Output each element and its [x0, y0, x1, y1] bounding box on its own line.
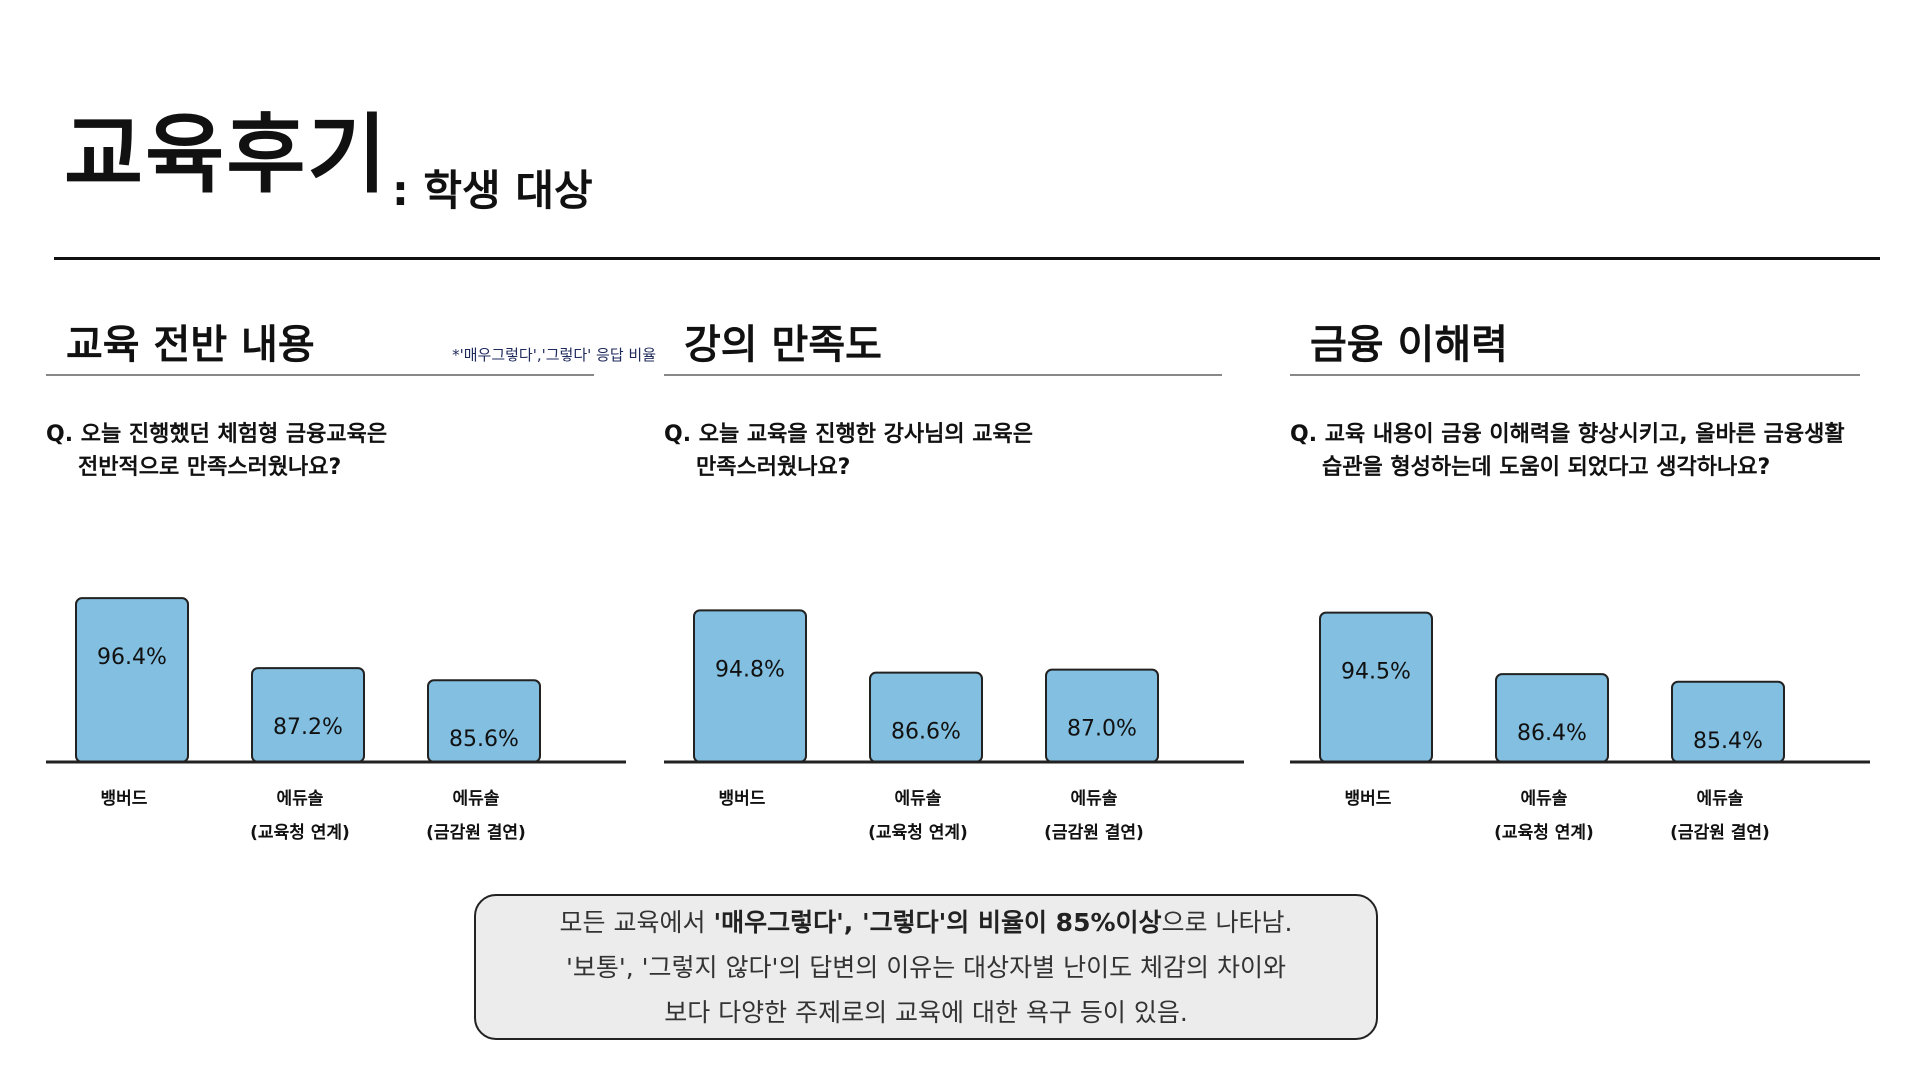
summary-line-3: 보다 다양한 주제로의 교육에 대한 욕구 등이 있음.	[664, 997, 1188, 1027]
summary-box: 모든 교육에서 '매우그렇다', '그렇다'의 비율이 85%이상으로 나타남.…	[474, 894, 1378, 1040]
category-label-2-0: 에듀솔	[1071, 789, 1118, 809]
summary-line-2: '보통', '그렇지 않다'의 답변의 이유는 대상자별 난이도 체감의 차이와	[565, 952, 1286, 982]
category-label-1-1: (교육청 연계)	[868, 822, 968, 843]
category-label-1-0: 에듀솔	[277, 789, 324, 809]
bar-1	[869, 671, 983, 763]
summary-line-1-suffix: 으로 나타남.	[1161, 907, 1293, 937]
bar-chart-literacy: 94.5% 뱅버드 86.4% 에듀솔 (교육청 연계) 85.4% 에듀솔 (금감원 결연)	[1290, 611, 1870, 843]
question-line-1: Q. 오늘 진행했던 체험형 금융교육은	[46, 422, 388, 447]
question-line-1: Q. 교육 내용이 금융 이해력을 향상시키고, 올바른 금융생활	[1290, 422, 1845, 447]
panel-lecture-satisfaction: 강의 만족도 Q. 오늘 교육을 진행한 강사님의 교육은 만족스러웠나요? 9…	[664, 300, 1284, 860]
category-label-0-0: 뱅버드	[101, 789, 148, 809]
summary-line-1-prefix: 모든 교육에서	[559, 907, 714, 937]
question-line-2: 전반적으로 만족스러웠나요?	[78, 455, 342, 480]
bar-0	[1319, 611, 1433, 763]
bar-value-label-0: 94.5%	[1341, 660, 1411, 685]
question-line-1: Q. 오늘 교육을 진행한 강사님의 교육은	[664, 422, 1033, 447]
category-label-2-1: (금감원 결연)	[426, 823, 526, 843]
panel-note: *'매우그렇다','그렇다' 응답 비율	[452, 346, 656, 364]
category-label-0-0: 뱅버드	[719, 789, 766, 809]
bar-value-label-2: 85.4%	[1693, 729, 1763, 754]
bar-value-label-1: 86.6%	[891, 720, 961, 745]
bar-chart-lecture: 94.8% 뱅버드 86.6% 에듀솔 (교육청 연계) 87.0% 에듀솔 (금감원 결연)	[664, 609, 1244, 843]
bar-0	[75, 597, 189, 763]
question-line-2: 습관을 형성하는데 도움이 되었다고 생각하나요?	[1322, 455, 1771, 480]
category-label-2-1: (금감원 결연)	[1044, 823, 1144, 843]
bar-1	[1495, 673, 1609, 763]
category-label-1-1: (교육청 연계)	[250, 822, 350, 843]
panel-title: 금융 이해력	[1310, 322, 1508, 368]
panel-divider	[664, 374, 1222, 376]
panel-question: Q. 교육 내용이 금융 이해력을 향상시키고, 올바른 금융생활 습관을 형성…	[1290, 418, 1845, 484]
panel-title: 강의 만족도	[684, 322, 882, 368]
bar-value-label-2: 87.0%	[1067, 717, 1137, 742]
bar-value-label-1: 86.4%	[1517, 721, 1587, 746]
summary-line-1: 모든 교육에서 '매우그렇다', '그렇다'의 비율이 85%이상으로 나타남.	[560, 900, 1293, 945]
question-line-2: 만족스러웠나요?	[696, 455, 851, 480]
bar-value-label-1: 87.2%	[273, 715, 343, 740]
summary-line-1-highlight: '매우그렇다', '그렇다'의 비율이 85%이상	[713, 907, 1162, 937]
page-title: 교육후기	[64, 105, 389, 205]
bar-value-label-0: 96.4%	[97, 645, 167, 670]
panel-question: Q. 오늘 교육을 진행한 강사님의 교육은 만족스러웠나요?	[664, 418, 1033, 484]
category-label-2-0: 에듀솔	[1697, 789, 1744, 809]
category-label-2-0: 에듀솔	[453, 789, 500, 809]
bar-value-label-2: 85.6%	[449, 727, 519, 752]
category-label-1-0: 에듀솔	[1521, 789, 1568, 809]
bar-chart-overall: 96.4% 뱅버드 87.2% 에듀솔 (교육청 연계) 85.6% 에듀솔 (금감원 결연)	[46, 597, 626, 843]
panel-overall-content: 교육 전반 내용 *'매우그렇다','그렇다' 응답 비율 Q. 오늘 진행했던…	[46, 300, 666, 860]
panel-divider	[1290, 374, 1860, 376]
panel-title: 교육 전반 내용	[66, 322, 315, 368]
category-label-2-1: (금감원 결연)	[1670, 823, 1770, 843]
category-label-1-0: 에듀솔	[895, 789, 942, 809]
header-divider	[54, 257, 1880, 260]
category-label-1-1: (교육청 연계)	[1494, 822, 1594, 843]
panel-question: Q. 오늘 진행했던 체험형 금융교육은 전반적으로 만족스러웠나요?	[46, 418, 387, 484]
bar-value-label-0: 94.8%	[715, 657, 785, 682]
page-subtitle: : 학생 대상	[392, 166, 593, 215]
panel-divider	[46, 374, 594, 376]
category-label-0-0: 뱅버드	[1345, 789, 1392, 809]
panel-financial-literacy: 금융 이해력 Q. 교육 내용이 금융 이해력을 향상시키고, 올바른 금융생활…	[1290, 300, 1910, 860]
bar-0	[693, 609, 807, 763]
